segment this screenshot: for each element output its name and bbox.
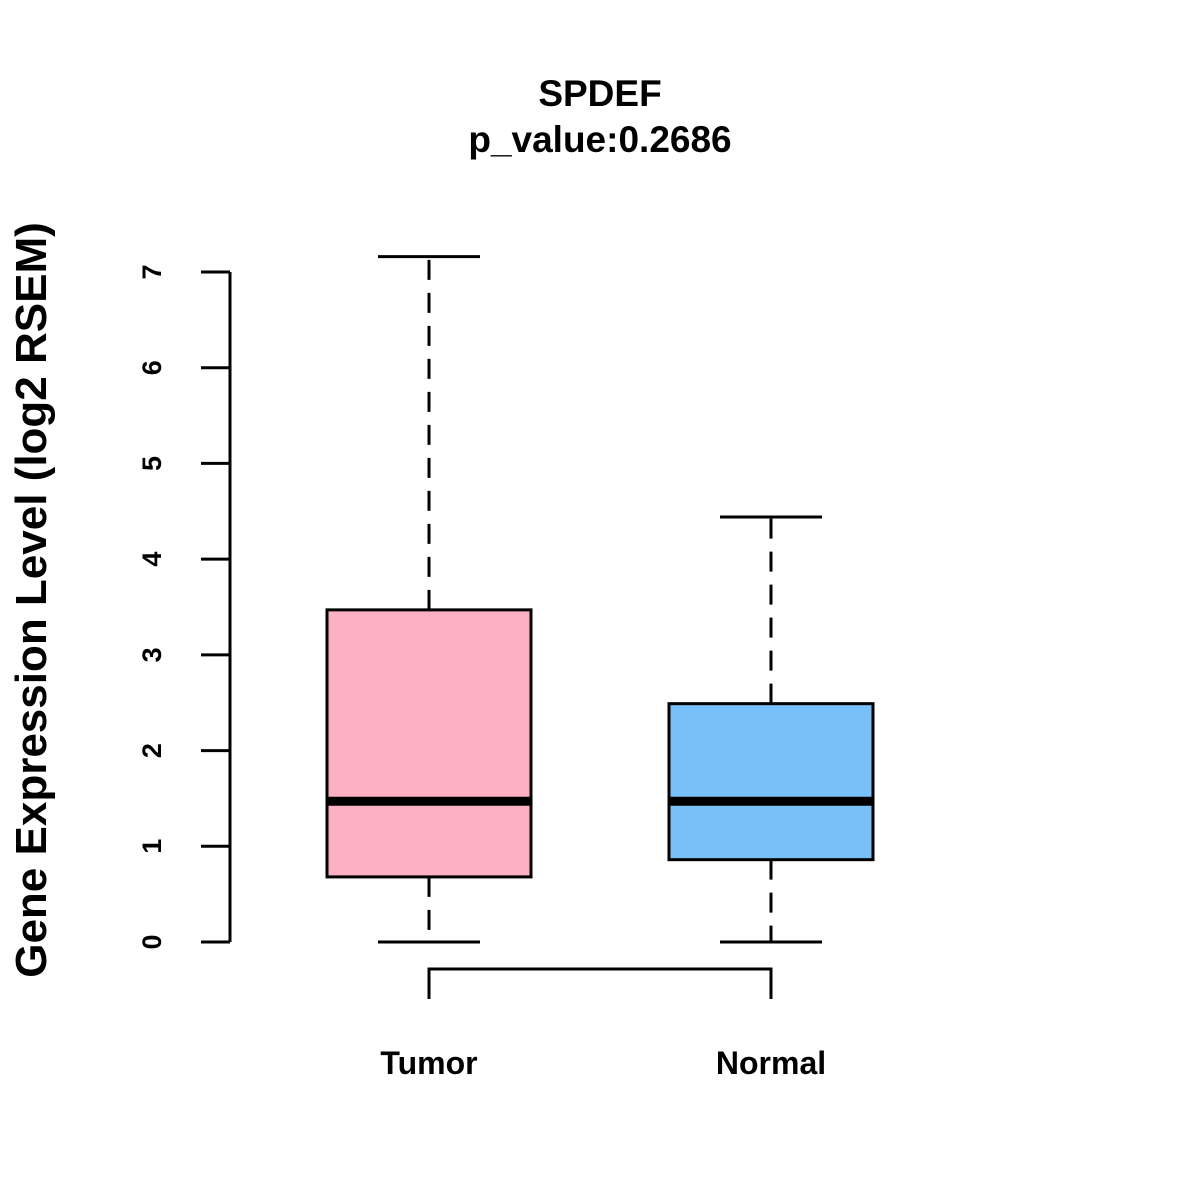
chart-subtitle: p_value:0.2686 xyxy=(468,119,731,160)
iqr-box xyxy=(325,608,533,879)
y-tick-label: 1 xyxy=(137,839,167,854)
y-axis-label: Gene Expression Level (log2 RSEM) xyxy=(7,222,56,978)
comparison-bracket xyxy=(427,967,773,999)
x-category-label-tumor: Tumor xyxy=(380,1045,477,1081)
y-tick-label: 3 xyxy=(137,647,167,662)
y-tick-label: 6 xyxy=(137,360,167,375)
iqr-box xyxy=(667,702,875,862)
boxes xyxy=(325,255,875,944)
box-group-normal xyxy=(667,515,875,944)
y-tick-label: 5 xyxy=(137,456,167,471)
x-category-label-normal: Normal xyxy=(716,1045,826,1081)
x-category-labels: Tumor Normal xyxy=(380,1045,826,1081)
y-tick-label: 2 xyxy=(137,743,167,758)
y-axis: 0 1 2 3 4 5 6 7 xyxy=(137,264,232,950)
chart-title: SPDEF xyxy=(538,73,661,114)
bracket-line xyxy=(427,967,773,999)
box-group-tumor xyxy=(325,255,533,944)
y-tick-label: 4 xyxy=(137,552,167,567)
y-tick-label: 0 xyxy=(137,934,167,949)
y-tick-label: 7 xyxy=(137,264,167,279)
